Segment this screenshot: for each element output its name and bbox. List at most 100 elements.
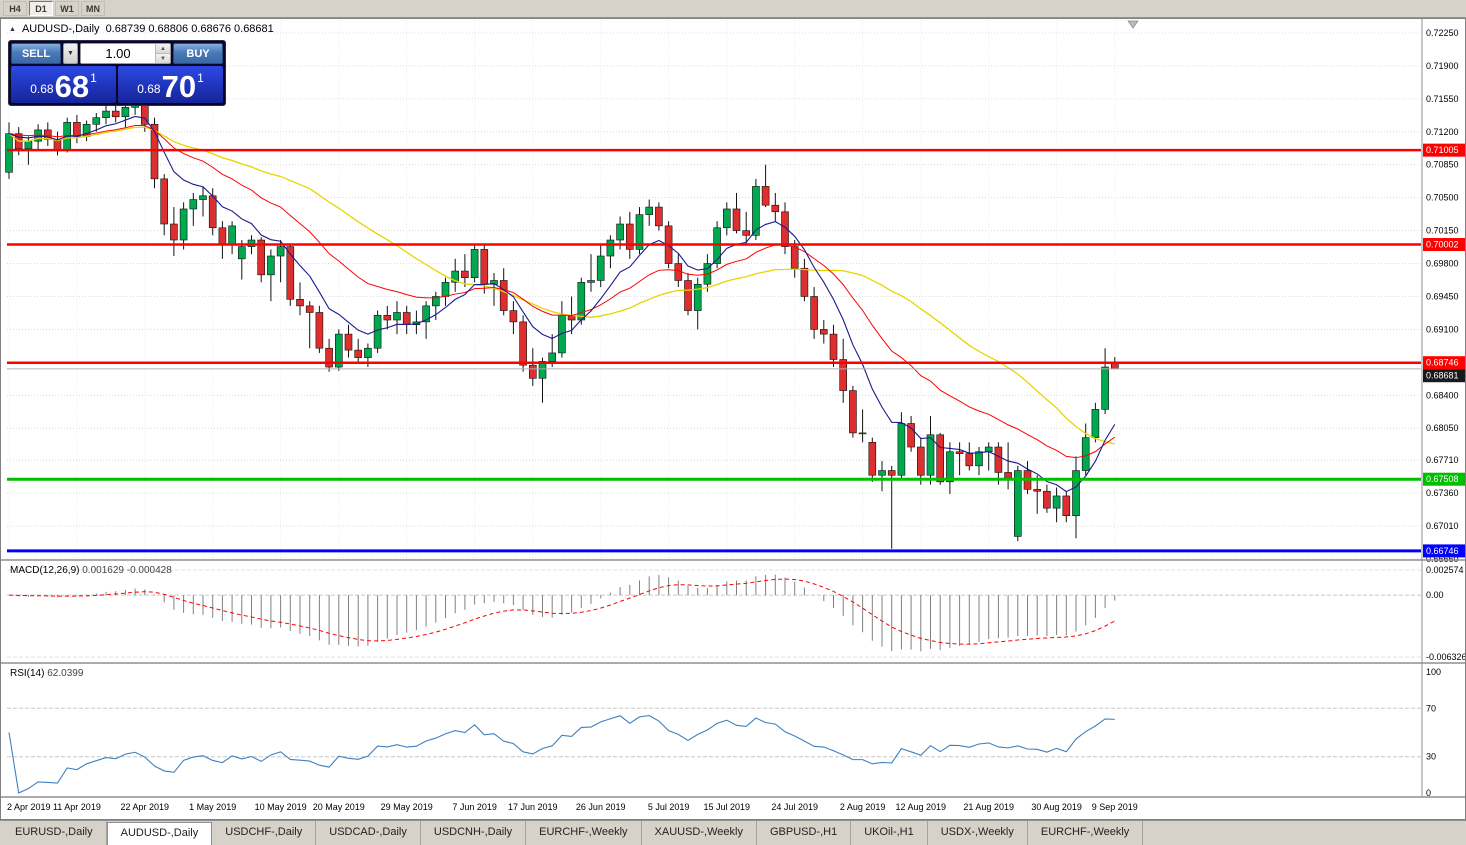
candle-body	[480, 249, 489, 285]
candle-body	[170, 223, 178, 241]
candle-body	[431, 296, 440, 307]
price-tick-label: 0.71200	[1426, 127, 1459, 137]
date-label: 9 Sep 2019	[1092, 802, 1138, 812]
price-level-badge	[1423, 356, 1465, 370]
buy-button[interactable]: BUY	[173, 43, 223, 64]
macd-value: 0.001629	[82, 565, 124, 576]
candle-body	[199, 195, 207, 200]
candle-body	[606, 239, 615, 257]
one-click-price-row: 0.68 68 1 0.68 70 1	[11, 66, 223, 103]
candle-body	[238, 246, 246, 260]
candle-body	[160, 178, 168, 225]
chart-tab-7[interactable]: GBPUSD-,H1	[757, 821, 852, 845]
date-label: 29 May 2019	[381, 802, 433, 812]
date-label: 7 Jun 2019	[452, 802, 497, 812]
chart-tab-8[interactable]: UKOil-,H1	[851, 821, 928, 845]
one-click-collapse-icon[interactable]: ▲	[9, 25, 16, 33]
bid-price-pipette: 1	[90, 71, 97, 85]
order-type-dropdown[interactable]: ▼	[63, 43, 78, 64]
sell-price-display[interactable]: 0.68 68 1	[11, 66, 116, 103]
price-level-badge-label: 0.70002	[1426, 240, 1459, 250]
date-label: 2 Apr 2019	[7, 802, 51, 812]
candle-body	[975, 451, 983, 467]
period-button-mn[interactable]: MN	[81, 1, 105, 16]
chart-tab-9[interactable]: USDX-,Weekly	[928, 821, 1028, 845]
candle-body	[111, 110, 120, 118]
volume-increase-button[interactable]: ▲	[156, 44, 170, 53]
candle-body	[1072, 470, 1080, 517]
volume-input[interactable]	[81, 44, 155, 63]
date-label: 2 Aug 2019	[840, 802, 886, 812]
chart-tab-0[interactable]: EURUSD-,Daily	[2, 821, 107, 845]
volume-decrease-button[interactable]: ▼	[156, 53, 170, 63]
candle-body	[829, 333, 838, 360]
timeframe-toolbar: H4 D1 W1 MN	[0, 0, 1466, 18]
candle-body	[305, 305, 314, 313]
price-level-badge-label: 0.68746	[1426, 358, 1459, 368]
spinner-down-icon: ▼	[160, 55, 166, 62]
candle-body	[936, 434, 945, 483]
chart-symbol-period: AUDUSD-,Daily	[21, 23, 100, 35]
price-tick-label: 0.68400	[1426, 390, 1459, 400]
candle-body	[499, 280, 508, 311]
candle-body	[577, 282, 586, 321]
date-label: 20 May 2019	[313, 802, 365, 812]
sell-button[interactable]: SELL	[11, 43, 61, 64]
rsi-value: 62.0399	[47, 668, 84, 679]
candle-body	[994, 446, 1003, 473]
candle-body	[5, 133, 13, 173]
chart-tab-10[interactable]: EURCHF-,Weekly	[1028, 821, 1144, 845]
candle-body	[946, 451, 954, 483]
candle-body	[752, 186, 760, 236]
period-button-h4[interactable]: H4	[3, 1, 27, 16]
chart-tab-3[interactable]: USDCAD-,Daily	[316, 821, 421, 845]
date-label: 5 Jul 2019	[648, 802, 690, 812]
date-label: 22 Apr 2019	[121, 802, 170, 812]
macd-axis-label: 0.00	[1426, 590, 1444, 600]
candle-body	[228, 225, 236, 246]
current-price-badge-label: 0.68681	[1426, 371, 1459, 381]
candle-body	[208, 195, 217, 229]
chart-tab-5[interactable]: EURCHF-,Weekly	[526, 821, 642, 845]
candle-body	[1062, 495, 1071, 517]
date-label: 24 Jul 2019	[771, 802, 818, 812]
candle-body	[121, 107, 130, 118]
candle-body	[926, 434, 935, 476]
candle-body	[528, 364, 537, 379]
macd-name: MACD(12,26,9)	[10, 565, 80, 576]
period-button-group: H4 D1 W1 MN	[3, 1, 105, 16]
date-label: 17 Jun 2019	[508, 802, 558, 812]
chart-tab-1[interactable]: AUDUSD-,Daily	[106, 822, 213, 845]
period-button-w1[interactable]: W1	[55, 1, 79, 16]
candle-body	[364, 347, 372, 358]
candle-body	[625, 223, 634, 250]
candle-body	[819, 329, 828, 335]
ma-slow-line	[8, 126, 1115, 445]
period-button-d1[interactable]: D1	[29, 1, 53, 16]
date-label: 26 Jun 2019	[576, 802, 626, 812]
price-level-badge	[1423, 544, 1465, 558]
macd-signal-value: -0.000428	[126, 565, 172, 576]
price-tick-label: 0.67360	[1426, 488, 1459, 498]
candle-body	[24, 140, 33, 150]
candle-body	[1043, 490, 1051, 509]
candle-body	[1004, 472, 1012, 479]
chart-tab-6[interactable]: XAUUSD-,Weekly	[642, 821, 757, 845]
price-level-badge-label: 0.66746	[1426, 546, 1459, 556]
price-tick-label: 0.69100	[1426, 324, 1459, 334]
candle-body	[635, 214, 644, 250]
price-level-badge-label: 0.71005	[1426, 145, 1459, 155]
candle-body	[189, 199, 198, 210]
candle-body	[441, 282, 450, 297]
candle-body	[451, 270, 460, 283]
candle-body	[1091, 409, 1100, 438]
candle-body	[373, 314, 382, 349]
chart-tab-4[interactable]: USDCNH-,Daily	[421, 821, 527, 845]
candle-body	[393, 312, 401, 321]
price-level-badge-label: 0.67508	[1426, 474, 1459, 484]
candle-body	[722, 208, 731, 229]
buy-price-display[interactable]: 0.68 70 1	[118, 66, 223, 103]
chart-tab-2[interactable]: USDCHF-,Daily	[212, 821, 317, 845]
